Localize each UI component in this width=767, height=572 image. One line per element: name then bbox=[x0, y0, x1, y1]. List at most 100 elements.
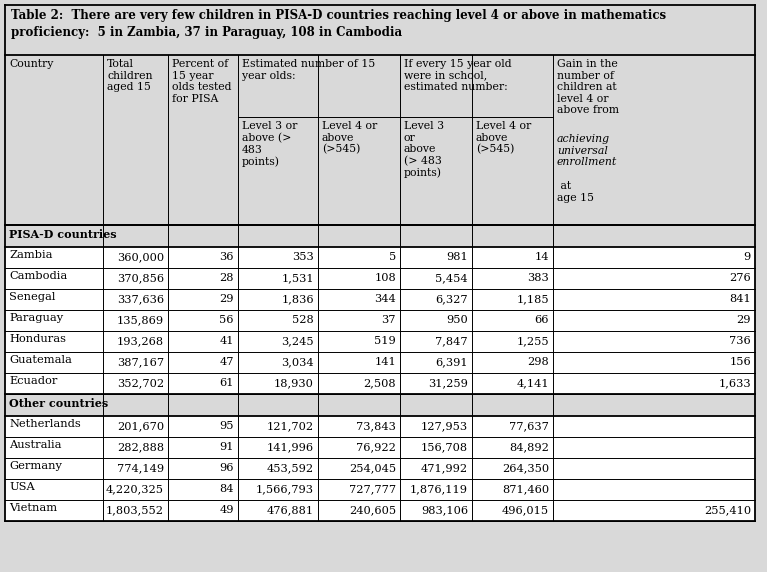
Text: 28: 28 bbox=[219, 273, 234, 283]
Text: 1,185: 1,185 bbox=[516, 294, 549, 304]
Text: 49: 49 bbox=[219, 505, 234, 515]
Text: 282,888: 282,888 bbox=[117, 442, 164, 452]
Text: 193,268: 193,268 bbox=[117, 336, 164, 346]
Text: 1,633: 1,633 bbox=[719, 378, 751, 388]
Text: 201,670: 201,670 bbox=[117, 421, 164, 431]
Text: at
age 15: at age 15 bbox=[557, 181, 594, 202]
Text: 950: 950 bbox=[446, 315, 468, 325]
Text: Paraguay: Paraguay bbox=[9, 313, 63, 323]
Text: 255,410: 255,410 bbox=[704, 505, 751, 515]
Text: Ecuador: Ecuador bbox=[9, 376, 58, 386]
Text: 84,892: 84,892 bbox=[509, 442, 549, 452]
Text: 95: 95 bbox=[219, 421, 234, 431]
Text: 7,847: 7,847 bbox=[436, 336, 468, 346]
Text: 383: 383 bbox=[527, 273, 549, 283]
Text: proficiency:  5 in Zambia, 37 in Paraguay, 108 in Cambodia: proficiency: 5 in Zambia, 37 in Paraguay… bbox=[11, 26, 402, 39]
Text: 981: 981 bbox=[446, 252, 468, 262]
Text: 387,167: 387,167 bbox=[117, 357, 164, 367]
Text: 1,566,793: 1,566,793 bbox=[256, 484, 314, 494]
Text: 841: 841 bbox=[729, 294, 751, 304]
Text: 14: 14 bbox=[535, 252, 549, 262]
Text: Netherlands: Netherlands bbox=[9, 419, 81, 429]
Text: 1,531: 1,531 bbox=[281, 273, 314, 283]
Text: 4,220,325: 4,220,325 bbox=[106, 484, 164, 494]
Text: Vietnam: Vietnam bbox=[9, 503, 57, 513]
Text: 36: 36 bbox=[219, 252, 234, 262]
Text: 727,777: 727,777 bbox=[349, 484, 396, 494]
Text: 76,922: 76,922 bbox=[356, 442, 396, 452]
Text: Gain in the
number of
children at
level 4 or
above from: Gain in the number of children at level … bbox=[557, 59, 619, 116]
Text: 453,592: 453,592 bbox=[267, 463, 314, 473]
Text: 127,953: 127,953 bbox=[421, 421, 468, 431]
Text: Estimated number of 15
year olds:: Estimated number of 15 year olds: bbox=[242, 59, 375, 81]
Text: 254,045: 254,045 bbox=[349, 463, 396, 473]
Text: 29: 29 bbox=[736, 315, 751, 325]
Text: 66: 66 bbox=[535, 315, 549, 325]
Text: 476,881: 476,881 bbox=[267, 505, 314, 515]
Text: 370,856: 370,856 bbox=[117, 273, 164, 283]
Text: 353: 353 bbox=[292, 252, 314, 262]
Text: 141: 141 bbox=[374, 357, 396, 367]
Text: 264,350: 264,350 bbox=[502, 463, 549, 473]
Text: 31,259: 31,259 bbox=[428, 378, 468, 388]
Text: 41: 41 bbox=[219, 336, 234, 346]
Text: Germany: Germany bbox=[9, 461, 62, 471]
Text: 2,508: 2,508 bbox=[364, 378, 396, 388]
Text: 77,637: 77,637 bbox=[509, 421, 549, 431]
Text: 276: 276 bbox=[729, 273, 751, 283]
Text: 121,702: 121,702 bbox=[267, 421, 314, 431]
Text: 1,836: 1,836 bbox=[281, 294, 314, 304]
Text: 298: 298 bbox=[527, 357, 549, 367]
Text: Zambia: Zambia bbox=[9, 250, 52, 260]
Text: 156,708: 156,708 bbox=[421, 442, 468, 452]
Text: 528: 528 bbox=[292, 315, 314, 325]
Text: PISA-D countries: PISA-D countries bbox=[9, 229, 117, 240]
Text: 6,391: 6,391 bbox=[436, 357, 468, 367]
Text: 3,034: 3,034 bbox=[281, 357, 314, 367]
Text: 496,015: 496,015 bbox=[502, 505, 549, 515]
Text: 141,996: 141,996 bbox=[267, 442, 314, 452]
Text: Other countries: Other countries bbox=[9, 398, 108, 409]
Text: 29: 29 bbox=[219, 294, 234, 304]
Text: 1,876,119: 1,876,119 bbox=[410, 484, 468, 494]
Text: 91: 91 bbox=[219, 442, 234, 452]
Text: 108: 108 bbox=[374, 273, 396, 283]
Text: Level 3 or
above (>
483
points): Level 3 or above (> 483 points) bbox=[242, 121, 298, 167]
Text: 73,843: 73,843 bbox=[356, 421, 396, 431]
Text: 344: 344 bbox=[374, 294, 396, 304]
Text: 4,141: 4,141 bbox=[516, 378, 549, 388]
Text: 360,000: 360,000 bbox=[117, 252, 164, 262]
Text: 56: 56 bbox=[219, 315, 234, 325]
Text: 3,245: 3,245 bbox=[281, 336, 314, 346]
Text: 96: 96 bbox=[219, 463, 234, 473]
Text: Level 4 or
above
(>545): Level 4 or above (>545) bbox=[476, 121, 532, 154]
Text: 84: 84 bbox=[219, 484, 234, 494]
Text: 61: 61 bbox=[219, 378, 234, 388]
Text: If every 15 year old
were in school,
estimated number:: If every 15 year old were in school, est… bbox=[404, 59, 512, 92]
Text: 983,106: 983,106 bbox=[421, 505, 468, 515]
Text: Honduras: Honduras bbox=[9, 334, 66, 344]
Text: Country: Country bbox=[9, 59, 54, 69]
Text: Percent of
15 year
olds tested
for PISA: Percent of 15 year olds tested for PISA bbox=[172, 59, 232, 104]
Text: 156: 156 bbox=[729, 357, 751, 367]
Text: 774,149: 774,149 bbox=[117, 463, 164, 473]
Text: 471,992: 471,992 bbox=[421, 463, 468, 473]
Text: 352,702: 352,702 bbox=[117, 378, 164, 388]
Text: 37: 37 bbox=[381, 315, 396, 325]
Text: 47: 47 bbox=[219, 357, 234, 367]
Text: 1,255: 1,255 bbox=[516, 336, 549, 346]
Text: Level 3
or
above
(> 483
points): Level 3 or above (> 483 points) bbox=[404, 121, 444, 178]
Text: 519: 519 bbox=[374, 336, 396, 346]
Text: 1,803,552: 1,803,552 bbox=[106, 505, 164, 515]
Text: Table 2:  There are very few children in PISA-D countries reaching level 4 or ab: Table 2: There are very few children in … bbox=[11, 9, 666, 22]
Text: 871,460: 871,460 bbox=[502, 484, 549, 494]
Text: Australia: Australia bbox=[9, 440, 61, 450]
Text: 240,605: 240,605 bbox=[349, 505, 396, 515]
Text: USA: USA bbox=[9, 482, 35, 492]
Text: Senegal: Senegal bbox=[9, 292, 55, 302]
Text: 135,869: 135,869 bbox=[117, 315, 164, 325]
Text: Cambodia: Cambodia bbox=[9, 271, 67, 281]
Text: 736: 736 bbox=[729, 336, 751, 346]
Text: 9: 9 bbox=[744, 252, 751, 262]
Text: Total
children
aged 15: Total children aged 15 bbox=[107, 59, 153, 92]
